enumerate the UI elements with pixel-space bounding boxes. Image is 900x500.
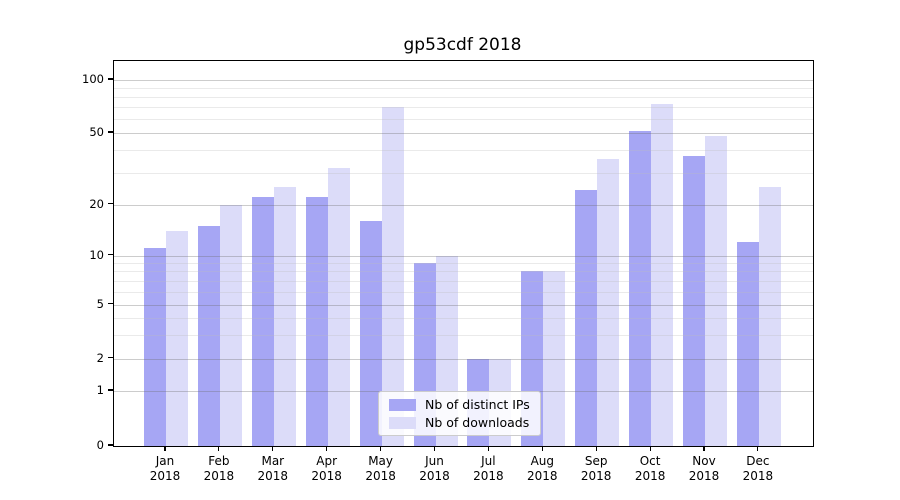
x-tick-mark bbox=[272, 446, 274, 451]
bar-distinct-ips bbox=[197, 225, 220, 446]
y-tick-label: 10 bbox=[89, 247, 104, 262]
y-tick-label: 50 bbox=[89, 125, 104, 139]
x-tick-label: Mar 2018 bbox=[246, 454, 300, 484]
plot-area bbox=[113, 60, 814, 447]
bar-distinct-ips bbox=[305, 197, 328, 446]
x-tick-mark bbox=[703, 446, 705, 451]
legend-row-downloads: Nb of downloads bbox=[389, 415, 540, 430]
bar-downloads bbox=[273, 187, 296, 446]
bar-distinct-ips bbox=[575, 190, 598, 446]
x-tick-label: Jan 2018 bbox=[138, 454, 192, 484]
gridline bbox=[114, 271, 813, 273]
x-tick-label-year: 2018 bbox=[634, 469, 666, 483]
bar-distinct-ips bbox=[683, 156, 705, 446]
bar-downloads bbox=[543, 271, 566, 446]
x-tick-label-year: 2018 bbox=[365, 469, 396, 483]
gridline bbox=[114, 291, 813, 293]
bar-downloads bbox=[758, 187, 781, 446]
y-tick-mark bbox=[108, 78, 113, 80]
gridline bbox=[114, 204, 813, 206]
y-tick-mark bbox=[108, 253, 113, 256]
gridline bbox=[114, 97, 813, 99]
gridline bbox=[114, 304, 813, 306]
x-tick-label-year: 2018 bbox=[688, 469, 720, 483]
legend-swatch-downloads bbox=[389, 416, 416, 429]
bar-downloads bbox=[705, 136, 727, 446]
x-tick-label-year: 2018 bbox=[419, 469, 450, 483]
gridline bbox=[114, 255, 813, 257]
x-tick-label: Jul 2018 bbox=[461, 454, 515, 484]
y-tick-mark bbox=[108, 444, 113, 446]
bar-distinct-ips bbox=[359, 220, 382, 446]
bar-downloads bbox=[597, 158, 620, 446]
x-tick-mark bbox=[487, 446, 489, 451]
x-tick-label-year: 2018 bbox=[473, 469, 504, 483]
bar-downloads bbox=[651, 104, 674, 446]
legend-swatch-distinct-ips bbox=[389, 398, 416, 411]
y-tick-mark bbox=[108, 302, 113, 305]
x-tick-label-year: 2018 bbox=[527, 469, 558, 483]
legend: Nb of distinct IPs Nb of downloads bbox=[378, 391, 541, 436]
y-tick-mark bbox=[108, 356, 113, 359]
y-tick-label: 5 bbox=[96, 296, 104, 311]
chart-title: gp53cdf 2018 bbox=[403, 35, 522, 55]
gridline bbox=[114, 334, 813, 336]
x-tick-label: Nov 2018 bbox=[677, 454, 731, 484]
x-tick-mark bbox=[218, 446, 220, 451]
x-tick-label-year: 2018 bbox=[742, 469, 774, 483]
x-tick-label: Dec 2018 bbox=[731, 454, 785, 484]
gridline bbox=[114, 262, 813, 264]
x-tick-mark bbox=[757, 446, 759, 451]
bar-distinct-ips bbox=[144, 248, 166, 446]
gridline bbox=[114, 80, 813, 81]
y-tick-label: 20 bbox=[89, 196, 104, 211]
x-tick-label: Feb 2018 bbox=[192, 454, 246, 484]
y-tick-label: 100 bbox=[82, 72, 104, 86]
gridline bbox=[114, 119, 813, 121]
bar-downloads bbox=[381, 107, 404, 446]
gridline bbox=[114, 88, 813, 90]
x-tick-label: Apr 2018 bbox=[300, 454, 354, 484]
gridline bbox=[114, 150, 813, 152]
x-tick-mark bbox=[649, 446, 651, 451]
x-tick-label: Jun 2018 bbox=[408, 454, 462, 484]
x-tick-label-year: 2018 bbox=[203, 469, 235, 483]
legend-row-distinct-ips: Nb of distinct IPs bbox=[389, 397, 540, 412]
bar-distinct-ips bbox=[629, 131, 652, 446]
gridline bbox=[114, 317, 813, 319]
x-tick-mark bbox=[541, 446, 543, 451]
gridline bbox=[114, 172, 813, 174]
legend-label-distinct-ips: Nb of distinct IPs bbox=[425, 397, 530, 412]
bar-distinct-ips bbox=[251, 197, 274, 446]
bar-downloads bbox=[166, 230, 188, 446]
y-tick-label: 1 bbox=[96, 383, 104, 397]
x-tick-mark bbox=[433, 446, 436, 451]
y-tick-mark bbox=[108, 202, 113, 205]
x-tick-label: Aug 2018 bbox=[515, 454, 569, 484]
bar-downloads bbox=[219, 204, 242, 446]
x-tick-label-year: 2018 bbox=[149, 469, 181, 483]
x-tick-label-year: 2018 bbox=[257, 469, 289, 483]
bar-distinct-ips bbox=[736, 242, 759, 446]
x-tick-mark bbox=[380, 446, 382, 451]
x-tick-label: May 2018 bbox=[354, 454, 408, 484]
y-tick-label: 0 bbox=[96, 438, 104, 452]
gridline bbox=[114, 358, 813, 360]
x-tick-label-year: 2018 bbox=[311, 469, 342, 483]
gridline bbox=[114, 280, 813, 282]
gridline bbox=[114, 107, 813, 109]
gridline bbox=[114, 133, 813, 134]
x-tick-mark bbox=[326, 446, 328, 451]
x-tick-label: Oct 2018 bbox=[623, 454, 677, 484]
y-tick-label: 2 bbox=[96, 350, 104, 365]
x-tick-label-year: 2018 bbox=[580, 469, 612, 483]
bar-downloads bbox=[327, 167, 350, 446]
x-tick-label: Sep 2018 bbox=[569, 454, 623, 484]
legend-label-downloads: Nb of downloads bbox=[425, 415, 530, 430]
x-tick-mark bbox=[595, 446, 597, 451]
y-tick-mark bbox=[108, 131, 113, 133]
y-tick-mark bbox=[108, 389, 113, 391]
x-tick-mark bbox=[164, 446, 166, 451]
